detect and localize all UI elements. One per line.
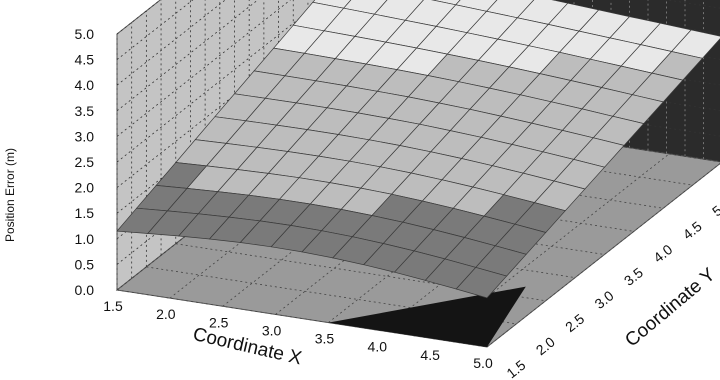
error-surface bbox=[116, 0, 720, 347]
surface-cell bbox=[455, 267, 508, 299]
x-tick-label: 4.5 bbox=[420, 347, 440, 363]
y-tick-label: 5.0 bbox=[709, 195, 720, 220]
y-tick-label: 2.5 bbox=[562, 310, 587, 335]
y-tick-label: 2.0 bbox=[533, 334, 558, 359]
z-tick-label: 0.5 bbox=[75, 256, 95, 272]
floor-gridline-y bbox=[234, 197, 605, 255]
y-tick-label: 1.5 bbox=[503, 357, 528, 380]
z-tick-label: 2.0 bbox=[75, 180, 95, 196]
z-tick-label: 5.0 bbox=[75, 26, 95, 42]
floor-gridline-y bbox=[322, 127, 693, 186]
z-tick-label: 2.5 bbox=[75, 154, 95, 170]
y-tick-label: 3.5 bbox=[621, 264, 646, 289]
floor-shadow bbox=[328, 286, 526, 347]
x-tick-label: 4.0 bbox=[368, 339, 388, 355]
z-tick-label: 4.0 bbox=[75, 77, 95, 93]
z-tick-label: 4.5 bbox=[75, 52, 95, 68]
floor-gridline-y bbox=[263, 173, 634, 232]
x-tick-label: 1.5 bbox=[103, 298, 123, 314]
z-tick-label: 0.0 bbox=[75, 282, 95, 298]
x-tick-label: 2.0 bbox=[156, 306, 176, 322]
z-axis-title: Position Error (m) bbox=[3, 148, 17, 242]
y-tick-label: 4.0 bbox=[650, 241, 675, 266]
z-tick-label: 3.5 bbox=[75, 103, 95, 119]
x-tick-label: 3.5 bbox=[315, 331, 335, 347]
y-tick-label: 3.0 bbox=[591, 287, 616, 312]
x-tick-label: 3.0 bbox=[262, 322, 282, 338]
x-tick-label: 5.0 bbox=[473, 355, 493, 371]
x-tick-label: 2.5 bbox=[209, 314, 229, 330]
z-tick-label: 3.0 bbox=[75, 128, 95, 144]
z-tick-label: 1.5 bbox=[75, 205, 95, 221]
floor-gridline-y bbox=[351, 104, 720, 163]
z-tick-label: 1.0 bbox=[75, 231, 95, 247]
x-axis-title: Coordinate X bbox=[191, 324, 304, 369]
y-tick-label: 4.5 bbox=[680, 218, 705, 243]
floor-gridline-y bbox=[293, 150, 664, 209]
